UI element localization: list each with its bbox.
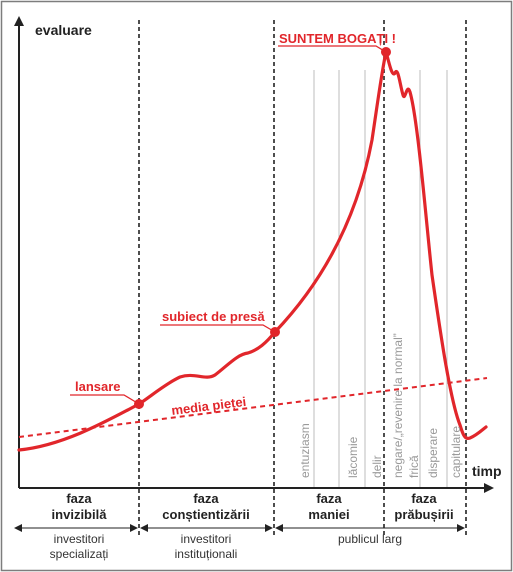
- phase-name: maniei: [308, 507, 349, 522]
- audience-label: specializați: [50, 547, 109, 561]
- phase-name: conștientizării: [162, 507, 249, 522]
- substage-label: lăcomie: [346, 436, 360, 478]
- phase-separators: [138, 20, 467, 535]
- audience-label: instituționali: [175, 547, 238, 561]
- market-average-label: media pieței: [171, 394, 247, 418]
- substage-label: disperare: [426, 428, 440, 478]
- phase-names: faza invizibilă faza conștientizării faz…: [52, 491, 454, 522]
- launch-leader: [70, 394, 140, 405]
- substage-guides: [313, 70, 448, 488]
- audience-label: investitori: [181, 532, 232, 546]
- launch-label: lansare: [75, 379, 121, 394]
- substage-label: frică: [407, 455, 421, 478]
- phase-name: faza: [66, 491, 92, 506]
- phase-name: faza: [193, 491, 219, 506]
- audience-label: publicul larg: [338, 532, 402, 546]
- substage-label: negare/„revenire la normal”: [391, 333, 405, 478]
- phase-name: faza: [316, 491, 342, 506]
- substage-labels: entuziasm lăcomie delir negare/„revenire…: [298, 333, 463, 478]
- substage-label: entuziasm: [298, 423, 312, 478]
- press-label: subiect de presă: [162, 309, 265, 324]
- audience-label: investitori: [54, 532, 105, 546]
- peak-label: SUNTEM BOGAȚI !: [279, 31, 396, 46]
- audience-labels: investitori specializați investitori ins…: [50, 532, 402, 561]
- y-axis-label: evaluare: [35, 22, 92, 38]
- phase-name: faza: [411, 491, 437, 506]
- substage-label: capitulare: [449, 426, 463, 478]
- peak-leader: [278, 45, 387, 53]
- phase-name: invizibilă: [52, 507, 108, 522]
- x-axis-label: timp: [472, 463, 502, 479]
- substage-label: delir: [370, 455, 384, 478]
- market-average-line: [18, 377, 488, 438]
- press-leader: [160, 324, 276, 333]
- phase-name: prăbușirii: [394, 507, 453, 522]
